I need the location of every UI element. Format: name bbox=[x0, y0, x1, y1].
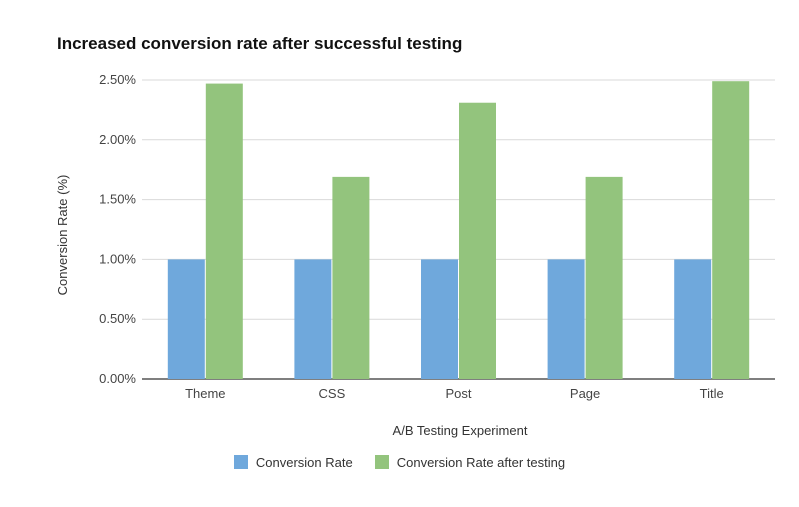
bar-post-series-0 bbox=[421, 259, 458, 379]
legend-item-conversion-rate-after-testing: Conversion Rate after testing bbox=[374, 454, 566, 470]
x-tick-label: CSS bbox=[319, 386, 346, 401]
x-axis-label: A/B Testing Experiment bbox=[393, 423, 528, 438]
y-tick-label: 2.00% bbox=[99, 132, 136, 147]
gridlines bbox=[142, 79, 775, 380]
y-tick-label: 0.00% bbox=[99, 371, 136, 386]
x-tick-label: Theme bbox=[185, 386, 225, 401]
x-tick-label: Post bbox=[445, 386, 471, 401]
legend-label-conversion-rate-after-testing: Conversion Rate after testing bbox=[396, 454, 566, 470]
legend-swatch-conversion-rate bbox=[233, 455, 248, 469]
chart-title: Increased conversion rate after successf… bbox=[57, 34, 463, 53]
legend-label-conversion-rate: Conversion Rate bbox=[255, 454, 353, 470]
bar-title-series-0 bbox=[674, 259, 712, 379]
bar-title-series-1 bbox=[712, 81, 750, 380]
bar-css-series-0 bbox=[294, 259, 332, 379]
y-tick-label: 2.50% bbox=[99, 72, 136, 87]
bar-post-series-1 bbox=[459, 102, 496, 379]
legend: Conversion Rate Conversion Rate after te… bbox=[0, 452, 799, 472]
bar-page-series-0 bbox=[547, 259, 585, 379]
y-axis-label: Conversion Rate (%) bbox=[55, 175, 70, 296]
bar-theme-series-1 bbox=[205, 83, 243, 379]
x-tick-label: Title bbox=[700, 386, 724, 401]
bar-page-series-1 bbox=[585, 176, 623, 379]
x-tick-label: Page bbox=[570, 386, 600, 401]
x-tick-labels: Theme CSS Post Page Title bbox=[185, 386, 724, 401]
bars bbox=[167, 81, 750, 380]
y-tick-labels: 0.00% 0.50% 1.00% 1.50% 2.00% 2.50% bbox=[99, 72, 136, 386]
y-tick-label: 1.50% bbox=[99, 192, 136, 207]
legend-item-conversion-rate: Conversion Rate bbox=[233, 454, 353, 470]
bar-css-series-1 bbox=[332, 176, 370, 379]
y-tick-label: 1.00% bbox=[99, 251, 136, 266]
bar-theme-series-0 bbox=[167, 259, 205, 379]
legend-swatch-conversion-rate-after-testing bbox=[374, 455, 389, 469]
y-tick-label: 0.50% bbox=[99, 311, 136, 326]
